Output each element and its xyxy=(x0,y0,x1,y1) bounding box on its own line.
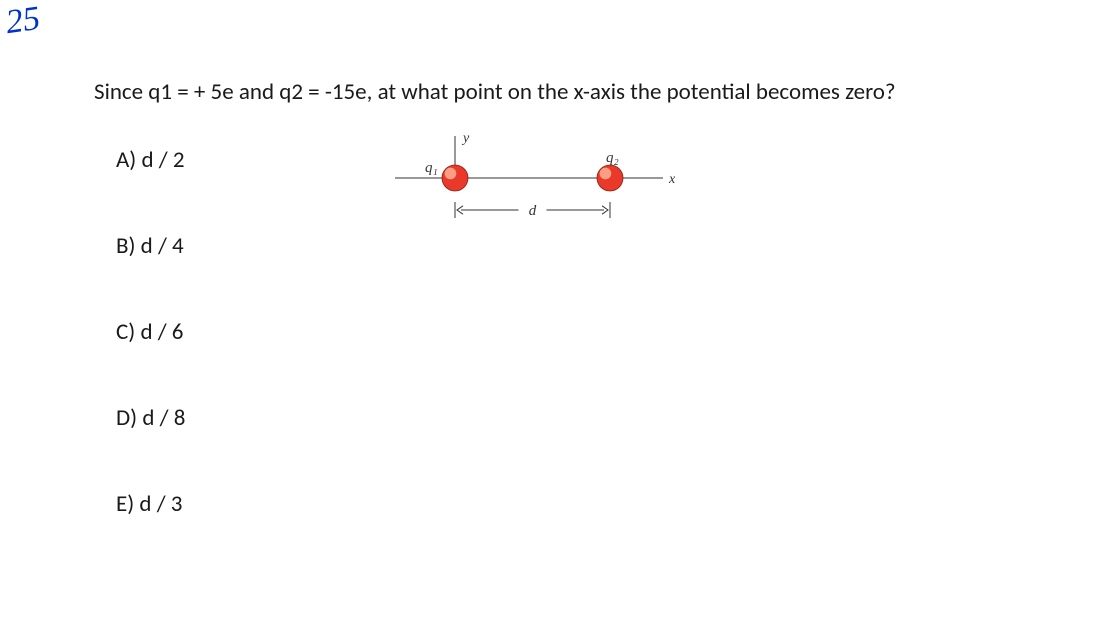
answer-options: A) d / 2 B) d / 4 C) d / 6 D) d / 8 E) d… xyxy=(94,146,185,518)
option-e: E) d / 3 xyxy=(116,490,185,518)
physics-diagram: y x q₁ q₂ d xyxy=(385,128,685,238)
question-text: Since q1 = + 5e and q2 = -15e, at what p… xyxy=(94,78,1088,108)
diagram-container: y x q₁ q₂ d xyxy=(385,128,685,243)
option-a: A) d / 2 xyxy=(116,146,185,174)
option-c: C) d / 6 xyxy=(116,318,185,346)
question-content: Since q1 = + 5e and q2 = -15e, at what p… xyxy=(94,78,1088,518)
option-b: B) d / 4 xyxy=(116,232,185,260)
question-number-annotation: 25 xyxy=(4,0,43,42)
svg-text:d: d xyxy=(529,203,537,219)
question-body: A) d / 2 B) d / 4 C) d / 6 D) d / 8 E) d… xyxy=(94,146,1088,518)
option-d: D) d / 8 xyxy=(116,404,185,432)
svg-text:q₂: q₂ xyxy=(606,150,619,166)
svg-text:x: x xyxy=(668,172,676,187)
svg-text:y: y xyxy=(461,131,470,146)
svg-text:q₁: q₁ xyxy=(425,160,438,176)
